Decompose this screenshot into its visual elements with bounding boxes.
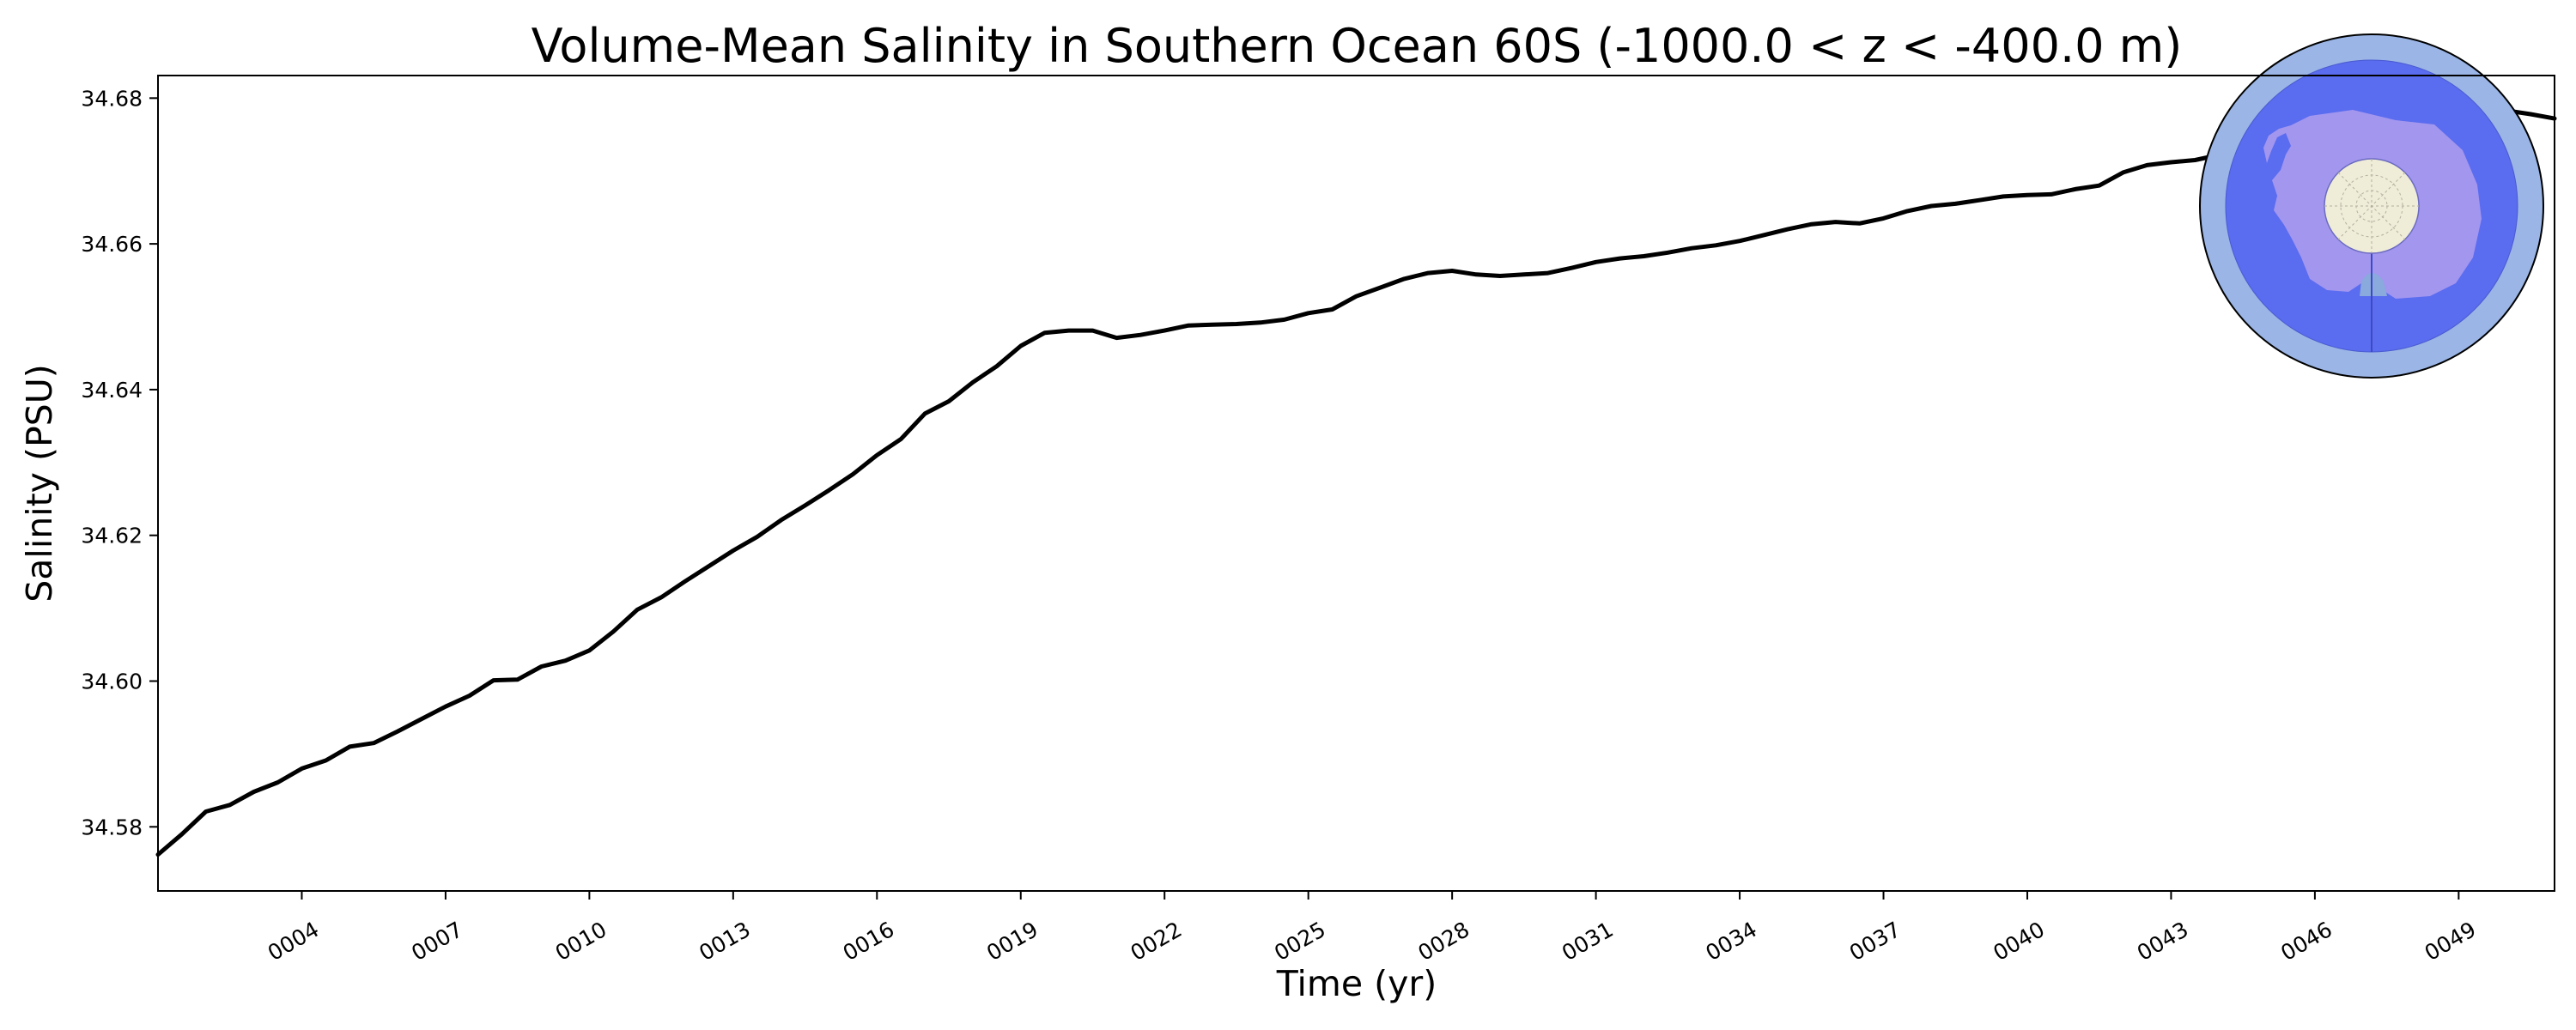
y-tick-label: 34.58 (81, 815, 143, 839)
plot-background (158, 76, 2555, 891)
plot-area (158, 76, 2555, 891)
line-layer (155, 106, 2557, 857)
y-tick-label: 34.62 (81, 524, 143, 548)
ross-sea-marker (2360, 273, 2387, 296)
antarctica-inset-map (2199, 33, 2544, 379)
x-axis-label: Time (yr) (1276, 963, 1437, 1004)
y-tick-label: 34.68 (81, 86, 143, 111)
series-line-0 (155, 106, 2557, 857)
y-axis-ticks: 34.58 34.60 34.62 34.64 34.66 34.68 (81, 86, 158, 839)
inset-graticule (2324, 159, 2419, 253)
y-axis-label: Salinity (PSU) (19, 364, 60, 602)
y-tick-label: 34.64 (81, 378, 143, 403)
plot-frame (157, 75, 2555, 892)
chart-title: Volume-Mean Salinity in Southern Ocean 6… (532, 19, 2183, 73)
y-tick-label: 34.66 (81, 232, 143, 257)
y-tick-label: 34.60 (81, 669, 143, 694)
